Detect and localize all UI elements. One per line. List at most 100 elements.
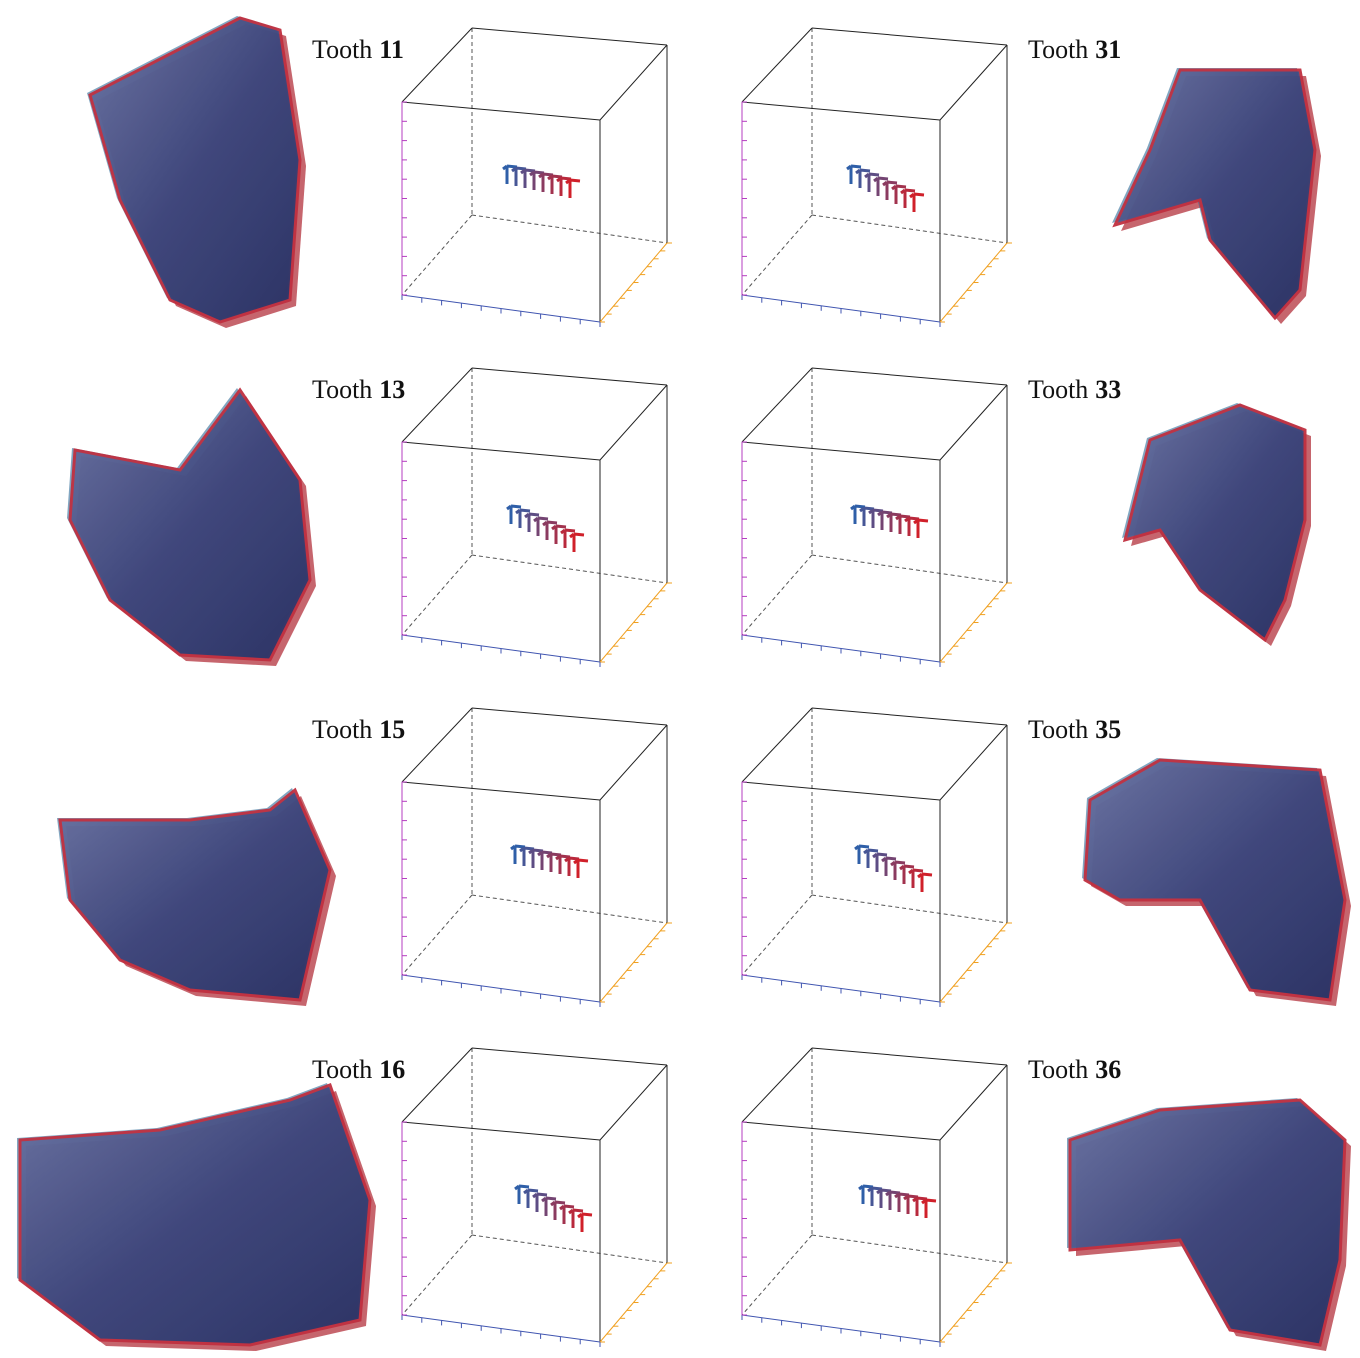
panel-label: Tooth 31 xyxy=(1028,35,1121,64)
orientation-glyph xyxy=(564,856,580,876)
tooth-render xyxy=(1083,758,1347,1002)
orientation-glyph xyxy=(894,1192,910,1212)
cube-edge xyxy=(599,44,668,121)
panel-label: Tooth 13 xyxy=(312,375,405,404)
orientation-glyph xyxy=(891,184,907,204)
orientation-glyph xyxy=(514,1184,530,1204)
orientation-glyph xyxy=(547,174,563,194)
orientation-glyph xyxy=(506,504,522,524)
orientation-glyph xyxy=(881,856,897,876)
tooth-render xyxy=(1112,68,1317,321)
cube-edge xyxy=(401,27,473,103)
orientation-glyph xyxy=(523,1188,539,1208)
cube-plot xyxy=(741,27,1012,327)
orientation-glyph xyxy=(885,1190,901,1210)
label-word: Tooth xyxy=(1028,1055,1088,1084)
cube-edge xyxy=(741,707,813,783)
orientation-glyph xyxy=(520,168,536,188)
cube-edge xyxy=(741,1121,941,1141)
orientation-glyph xyxy=(529,170,545,190)
orientation-glyph xyxy=(565,178,581,198)
cube-edge xyxy=(811,27,1008,46)
cube-edge xyxy=(939,384,1008,461)
hidden-edge xyxy=(811,554,1008,584)
orientation-glyph xyxy=(921,1198,937,1218)
hidden-edge xyxy=(741,554,813,636)
hidden-edge xyxy=(401,554,473,636)
orientation-glyph xyxy=(890,860,906,880)
orientation-glyph xyxy=(882,180,898,200)
cube-edge xyxy=(741,781,941,801)
hidden-edge xyxy=(471,554,668,584)
tooth-render xyxy=(1068,1098,1347,1347)
orientation-glyph xyxy=(863,848,879,868)
orientation-glyph xyxy=(846,164,862,184)
cube-edge xyxy=(599,1064,668,1141)
cube-edge xyxy=(741,27,813,103)
orientation-glyph xyxy=(524,512,540,532)
hidden-edge xyxy=(471,214,668,244)
panel-label: Tooth 11 xyxy=(312,35,404,64)
label-number: 15 xyxy=(379,715,405,744)
orientation-glyph xyxy=(872,852,888,872)
cube-edge xyxy=(401,441,601,461)
orientation-glyph xyxy=(551,524,567,544)
orientation-glyph xyxy=(855,168,871,188)
label-number: 33 xyxy=(1095,375,1121,404)
cube-plot xyxy=(401,27,672,327)
hidden-edge xyxy=(811,894,1008,924)
orientation-glyph xyxy=(542,520,558,540)
cube-edge xyxy=(811,1047,1008,1066)
tooth-render xyxy=(88,16,302,324)
orientation-glyph xyxy=(568,1208,584,1228)
orientation-glyph xyxy=(876,1188,892,1208)
orientation-glyph xyxy=(909,192,925,212)
orientation-glyph xyxy=(556,176,572,196)
orientation-glyph xyxy=(850,504,866,524)
label-word: Tooth xyxy=(1028,715,1088,744)
panel-label: Tooth 16 xyxy=(312,1055,405,1084)
orientation-glyph xyxy=(904,516,920,536)
label-word: Tooth xyxy=(312,1055,372,1084)
panel-label: Tooth 15 xyxy=(312,715,405,744)
cube-plot xyxy=(741,707,1012,1007)
cube-edge xyxy=(401,367,473,443)
cube-plot xyxy=(401,707,672,1007)
cube-edge xyxy=(741,441,941,461)
label-word: Tooth xyxy=(1028,375,1088,404)
orientation-glyph xyxy=(533,516,549,536)
cube-edge xyxy=(471,367,668,386)
cube-edge xyxy=(939,724,1008,801)
orientation-glyph xyxy=(559,1204,575,1224)
orientation-glyph xyxy=(877,510,893,530)
orientation-glyph xyxy=(537,850,553,870)
hidden-edge xyxy=(401,214,473,296)
tooth-render xyxy=(68,387,312,662)
cube-edge xyxy=(401,781,601,801)
cube-plot xyxy=(741,367,1012,667)
panel-label: Tooth 35 xyxy=(1028,715,1121,744)
cube-plot xyxy=(401,367,672,667)
orientation-glyph xyxy=(895,514,911,534)
orientation-glyph xyxy=(899,864,915,884)
hidden-edge xyxy=(471,894,668,924)
label-number: 35 xyxy=(1095,715,1121,744)
tooth-render xyxy=(18,1083,372,1347)
cube-edge xyxy=(939,1064,1008,1141)
label-word: Tooth xyxy=(312,375,372,404)
orientation-glyph xyxy=(510,844,526,864)
orientation-glyph xyxy=(913,518,929,538)
orientation-glyph xyxy=(864,172,880,192)
label-number: 13 xyxy=(379,375,405,404)
cube-edge xyxy=(471,1047,668,1066)
label-number: 16 xyxy=(379,1055,405,1084)
hidden-edge xyxy=(741,1234,813,1316)
orientation-glyph xyxy=(868,508,884,528)
orientation-glyph xyxy=(569,532,585,552)
label-word: Tooth xyxy=(312,35,372,64)
label-number: 31 xyxy=(1095,35,1121,64)
cube-edge xyxy=(401,101,601,121)
tooth-render xyxy=(1122,403,1307,643)
